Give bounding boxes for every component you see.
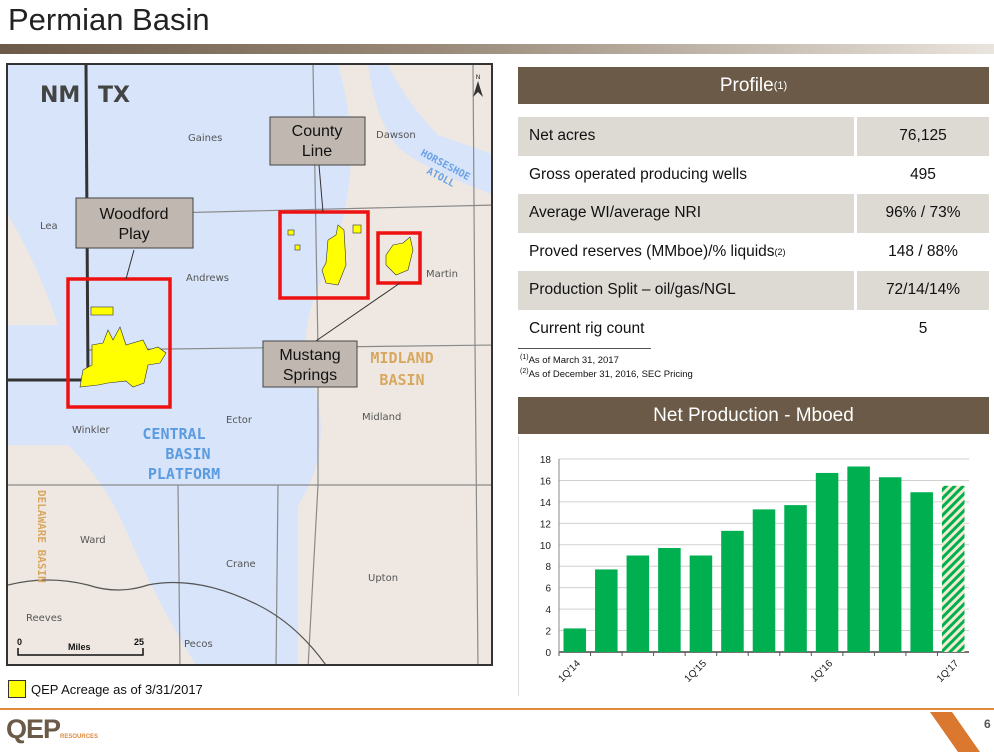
x-tick-label: 1Q'14 [556,658,583,685]
svg-text:Miles: Miles [68,642,91,652]
basin-label: CENTRAL [142,425,205,443]
bar-3Q'14 [626,555,650,652]
svg-text:Springs: Springs [283,367,337,384]
footer-divider [0,708,994,710]
county-label: Martin [426,269,458,280]
county-label: Pecos [184,639,213,650]
x-tick-label: 1Q'15 [683,658,710,685]
basin-label: MIDLAND [370,349,433,367]
county-label: Winkler [72,425,111,436]
bar-2Q'15 [721,530,744,652]
county-label: Gaines [188,133,222,144]
table-row: Net acres 76,125 [518,117,989,156]
qep-acreage [79,224,414,388]
basin-label: PLATFORM [148,465,220,483]
highlight-boxes [66,210,422,409]
y-tick-label: 2 [545,627,551,638]
basin-label: DELAWARE BASIN [35,490,48,583]
state-label-tx: TX [98,83,130,108]
scale-bar: 0 Miles 25 [17,637,144,656]
bar-4Q'14 [658,547,681,652]
corner-accent [930,712,980,752]
title-bar [0,44,994,54]
bar-4Q'16 [910,492,933,652]
x-tick-label: 1Q'17 [935,658,962,685]
map-callouts: Woodford Play County Line Mustang Spring… [75,116,366,388]
y-tick-label: 8 [545,562,551,573]
chart-header: Net Production - Mboed [518,397,989,434]
permian-map: NM TX Gaines Dawson Lea Andrews Martin E… [6,63,493,666]
svg-text:Woodford: Woodford [99,206,168,223]
county-label: Ector [226,415,253,426]
county-label: Midland [362,412,401,423]
table-row: Proved reserves (MMboe)/% liquids (2) 148 … [529,242,958,260]
county-label: Reeves [26,613,62,624]
bar-4Q'15 [784,505,807,652]
svg-text:Play: Play [118,226,149,243]
county-label: Crane [226,559,256,570]
table-row: Production Split – oil/gas/NGL 72/14/14% [518,271,989,310]
bar-1Q'17 [941,485,965,652]
profile-header: Profile (1) [518,67,989,104]
map-legend: QEP Acreage as of 3/31/2017 [8,680,203,698]
y-tick-label: 14 [540,498,552,509]
county-label: Lea [40,221,58,232]
bar-3Q'16 [878,477,902,652]
svg-text:Line: Line [302,143,332,160]
svg-text:25: 25 [134,637,144,647]
basin-label: BASIN [379,371,424,389]
north-arrow: N [473,75,483,97]
bar-1Q'16 [815,472,839,652]
bar-1Q'14 [563,628,587,652]
qep-logo: QEPRESOURCES [6,714,99,744]
footnote-divider [518,348,651,349]
page-number: 6 [984,717,991,731]
basin-label: BASIN [165,445,210,463]
legend-label: QEP Acreage as of 3/31/2017 [31,681,203,697]
bar-2Q'14 [595,569,618,652]
y-tick-label: 18 [540,455,552,466]
y-tick-label: 4 [545,605,551,616]
county-label: Dawson [376,130,416,141]
footnote: (2)As of December 31, 2016, SEC Pricing [520,368,693,381]
state-label-nm: NM [40,83,80,108]
svg-text:0: 0 [17,637,22,647]
table-row: Average WI/average NRI 96% / 73% [518,194,989,233]
county-label: Upton [368,573,398,584]
bar-3Q'15 [752,509,776,652]
y-tick-label: 16 [540,476,552,487]
county-label: Andrews [186,273,229,284]
svg-text:N: N [476,75,480,81]
footnote: (1)As of March 31, 2017 [520,354,619,367]
acreage-swatch [8,680,26,698]
profile-table: Net acres 76,125 Gross operated producing… [518,117,989,348]
production-chart: 0 2 4 6 8 10 12 14 16 18 1Q'14 1Q'15 1Q'16 1Q'17 [518,436,989,696]
county-label: Ward [80,535,106,546]
page-title: Permian Basin [8,2,210,37]
bar-1Q'15 [689,555,713,652]
y-tick-label: 12 [540,519,552,530]
y-tick-label: 10 [540,541,552,552]
table-row: Current rig count 5 [529,319,928,337]
bar-2Q'16 [847,466,870,652]
x-tick-label: 1Q'16 [809,658,836,685]
table-row: Gross operated producing wells 495 [529,165,936,183]
svg-text:County: County [292,123,343,140]
svg-text:Mustang: Mustang [279,347,340,364]
y-tick-label: 0 [545,648,551,659]
y-tick-label: 6 [545,584,551,595]
